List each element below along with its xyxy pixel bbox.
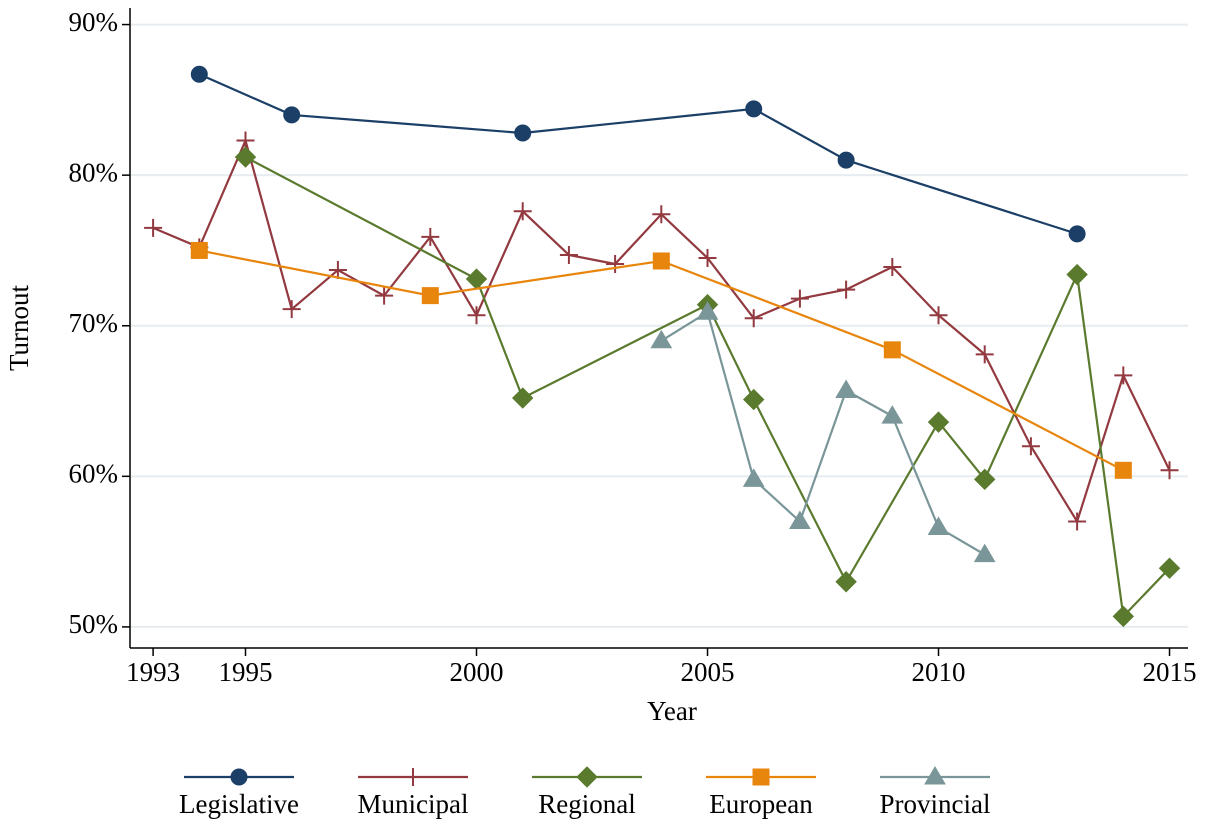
marker [883,258,902,277]
marker [927,411,950,433]
marker [190,241,208,259]
marker [513,202,532,221]
legend-marker [404,768,422,786]
marker [465,268,488,290]
marker [835,571,857,593]
marker [283,106,301,124]
marker [514,124,532,142]
legend-label: Municipal [358,789,469,819]
x-axis-label: Year [647,696,697,726]
series-line [198,73,1078,235]
marker [511,387,534,409]
x-tick-label: 1993 [126,657,180,687]
x-tick-label: 2005 [681,657,735,687]
marker [190,65,208,83]
marker [144,218,163,237]
marker [1068,225,1086,243]
legend-marker [576,766,598,788]
legend-label: Provincial [880,789,991,819]
marker [652,252,670,270]
legend-marker [924,766,946,785]
marker [927,516,950,536]
marker [559,245,578,264]
marker [742,468,765,487]
y-tick-label: 80% [69,157,119,187]
x-tick-label: 1995 [219,657,273,687]
marker [745,100,763,118]
marker [974,468,996,491]
marker [1160,461,1179,480]
series-line [244,156,1171,619]
marker [421,287,439,305]
marker [837,280,856,299]
legend-label: Legislative [179,789,299,819]
legend-marker [230,768,248,786]
marker [698,248,717,267]
marker [883,341,901,359]
marker [835,379,857,398]
x-tick-label: 2015 [1143,657,1197,687]
marker [1114,461,1132,479]
legend-marker [752,768,770,786]
marker [234,146,257,168]
marker [975,345,994,364]
marker [1021,437,1040,456]
marker [973,543,996,563]
y-tick-label: 60% [69,459,119,489]
x-tick-label: 2000 [450,657,504,687]
y-tick-label: 50% [69,609,119,639]
marker [743,388,765,411]
y-tick-label: 70% [69,308,119,338]
marker [1066,263,1088,286]
marker [1114,366,1133,385]
marker [375,286,394,305]
marker [696,301,719,320]
marker [282,300,301,319]
marker [929,306,948,325]
marker [1068,512,1087,531]
marker [1112,605,1135,628]
y-axis-label: Turnout [4,284,34,371]
series-line [660,310,986,556]
marker [467,306,486,325]
marker [652,205,671,224]
marker [606,255,625,273]
marker [837,151,855,169]
legend-label: European [709,789,813,819]
marker [328,261,347,280]
marker [744,309,763,328]
legend-label: Regional [538,789,635,819]
y-tick-label: 90% [69,7,119,37]
x-tick-label: 2010 [912,657,966,687]
marker [1158,557,1181,579]
marker [421,227,440,246]
marker [789,510,811,530]
marker [881,405,904,424]
marker [790,289,809,308]
marker [650,329,673,349]
